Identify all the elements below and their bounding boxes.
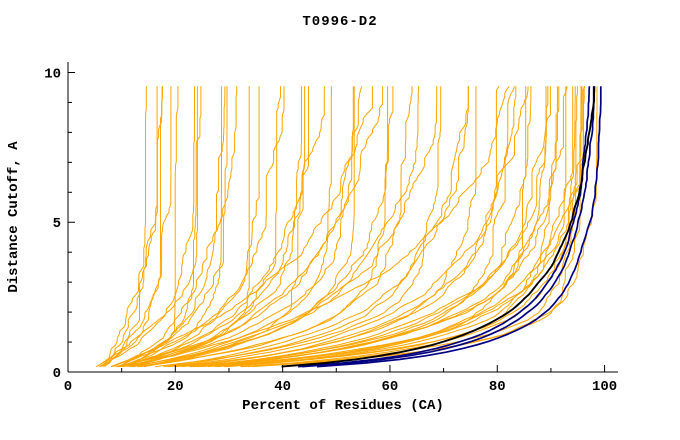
model-curve [197,86,560,368]
x-tick-label: 20 [167,379,184,395]
chart-title: T0996-D2 [302,14,378,30]
model-curve [252,86,598,368]
model-curve [112,86,222,368]
model-curve [120,86,179,368]
model-curve [169,86,515,368]
model-curve [175,86,477,368]
model-curve [132,86,332,368]
model-curve [126,86,363,368]
model-curve [155,86,442,368]
model-curve [117,86,238,368]
model-curve [111,86,228,368]
x-tick-label: 60 [382,379,399,395]
model-curve [116,86,309,368]
y-tick-label: 5 [53,216,61,232]
model-curve [191,86,532,368]
reference-curve [281,86,596,368]
model-curve [198,86,527,368]
model-curve [143,86,438,368]
y-axis-label: Distance Cutoff, A [6,141,22,293]
model-curve [104,86,163,367]
x-tick-label: 0 [64,379,72,395]
model-curve [96,86,147,368]
model-curve [207,86,567,368]
model-curve [118,86,260,368]
model-curve [215,86,574,368]
model-curve [223,86,583,368]
x-axis-label: Percent of Residues (CA) [242,398,444,414]
model-curve [99,86,158,368]
model-curve [202,86,568,368]
best-model-curve [298,86,591,368]
model-curve [123,86,226,368]
model-curve [102,86,172,368]
model-curve [191,86,549,368]
best-model-curve [302,86,595,368]
model-curve [115,86,281,368]
model-curve [100,86,195,368]
x-tick-label: 80 [489,379,506,395]
model-curve [132,86,250,368]
y-tick-label: 10 [44,66,61,82]
model-curve [96,86,198,368]
model-curve [133,86,306,368]
model-curve [118,86,285,368]
model-curve [118,86,202,368]
model-curve [122,86,354,368]
model-curve [118,86,303,368]
model-curve [98,86,163,368]
best-model-curve [316,86,602,368]
model-curve [163,86,469,368]
x-tick-label: 40 [274,379,291,395]
y-tick-label: 0 [53,366,61,382]
model-curve [120,85,510,368]
model-curve [227,86,578,368]
model-curve [181,86,529,368]
x-tick-label: 100 [592,379,617,395]
model-curve [167,86,469,368]
model-curve [129,86,384,368]
model-curve [192,86,517,368]
model-curve [139,86,413,368]
model-curve [192,86,551,368]
model-curve [110,86,373,368]
model-curve [121,86,326,368]
model-curve [140,86,420,368]
